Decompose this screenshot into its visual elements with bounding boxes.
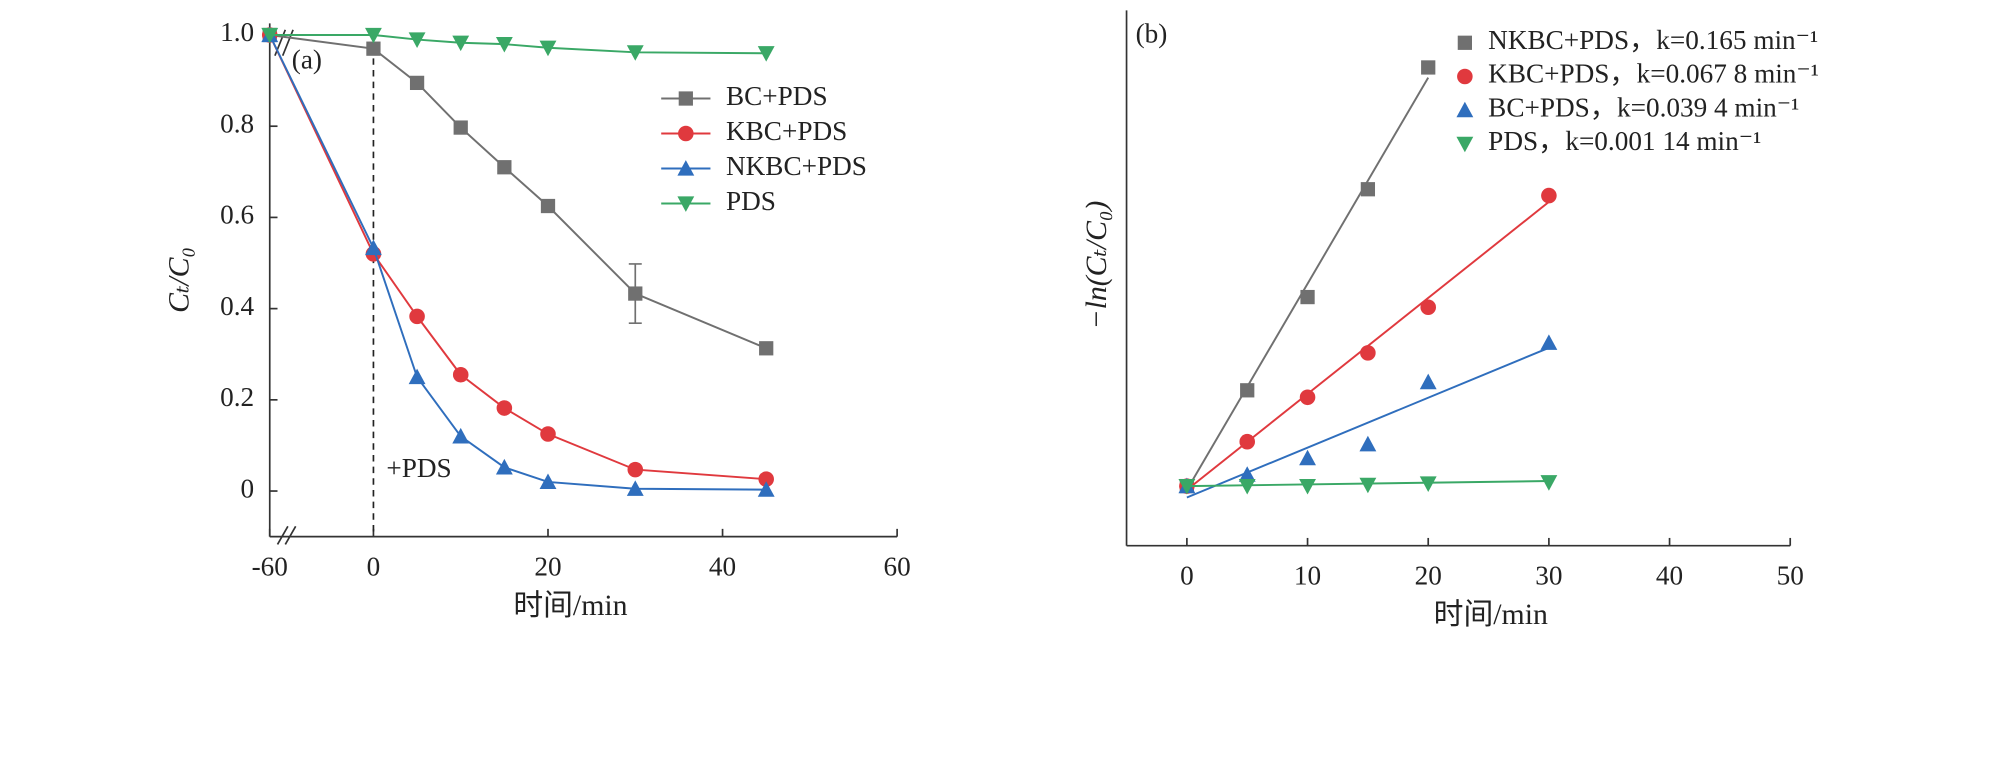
marker <box>408 368 426 385</box>
series-line <box>268 34 767 491</box>
x-axis-label: 时间/min <box>1434 598 1548 631</box>
marker <box>540 198 556 214</box>
x-tick-label: 40 <box>1656 560 1683 590</box>
marker <box>495 458 513 475</box>
marker <box>627 461 644 478</box>
marker <box>497 160 512 175</box>
x-tick-label: 10 <box>1294 560 1321 590</box>
y-tick-label: 0 <box>241 473 255 503</box>
axis-break <box>284 525 297 545</box>
marker <box>626 480 644 496</box>
legend-label: BC+PDS，k=0.039 4 min⁻¹ <box>1488 92 1799 122</box>
marker <box>628 286 643 301</box>
x-tick-label: 0 <box>1180 560 1194 590</box>
marker <box>1456 136 1474 153</box>
x-axis-label: 时间/min <box>513 589 627 622</box>
marker <box>678 125 694 142</box>
marker <box>1360 345 1376 361</box>
marker <box>1541 187 1557 204</box>
marker <box>452 366 469 383</box>
marker <box>539 473 557 490</box>
marker <box>1457 68 1473 85</box>
marker <box>757 46 775 62</box>
marker <box>1419 476 1437 492</box>
y-tick-label: 0.4 <box>220 291 254 321</box>
legend-label: KBC+PDS <box>726 116 847 146</box>
y-tick-label: 0.2 <box>220 382 254 412</box>
marker <box>1299 389 1316 406</box>
marker <box>1359 435 1377 452</box>
marker <box>1178 478 1196 495</box>
marker <box>409 75 425 91</box>
annotation: +PDS <box>386 453 451 483</box>
marker <box>1238 466 1256 482</box>
marker <box>677 160 695 176</box>
x-tick-label: 60 <box>884 551 911 581</box>
axis-break <box>276 525 289 545</box>
marker <box>409 308 425 325</box>
marker <box>1240 383 1255 398</box>
marker <box>1421 60 1436 75</box>
marker <box>496 400 513 416</box>
y-axis-label: Cₜ/C₀ <box>162 247 195 313</box>
marker <box>758 471 774 487</box>
marker <box>1540 334 1558 350</box>
marker <box>261 27 279 44</box>
x-tick-label: 50 <box>1777 560 1804 590</box>
marker <box>677 196 695 212</box>
marker <box>365 27 382 44</box>
series-line <box>269 34 767 350</box>
marker <box>1420 299 1436 315</box>
marker <box>678 91 693 106</box>
marker <box>1419 373 1437 390</box>
x-tick-label: 40 <box>709 551 736 581</box>
marker <box>452 427 470 444</box>
series-line <box>269 34 767 55</box>
legend-label: PDS，k=0.001 14 min⁻¹ <box>1488 126 1761 156</box>
marker <box>408 32 426 48</box>
marker <box>366 41 381 56</box>
x-tick-label: 0 <box>367 551 381 581</box>
marker <box>1359 477 1377 494</box>
y-tick-label: 0.8 <box>220 108 254 138</box>
marker <box>539 40 557 57</box>
fit-line <box>1186 77 1430 491</box>
marker <box>1540 475 1558 491</box>
marker <box>453 120 468 135</box>
marker <box>1238 478 1256 495</box>
marker <box>1457 35 1472 50</box>
marker <box>1299 449 1316 466</box>
marker <box>1300 289 1315 305</box>
y-tick-label: 1.0 <box>220 17 254 47</box>
series-line <box>268 34 767 481</box>
x-tick-label: -60 <box>252 551 288 581</box>
marker <box>540 426 556 442</box>
marker <box>1456 101 1474 118</box>
marker <box>1360 182 1376 197</box>
marker <box>757 481 775 497</box>
legend-label: NKBC+PDS <box>726 151 867 181</box>
legend-label: NKBC+PDS，k=0.165 min⁻¹ <box>1488 25 1818 55</box>
x-tick-label: 30 <box>1535 560 1562 590</box>
marker <box>495 36 513 53</box>
y-tick-label: 0.6 <box>220 200 254 230</box>
fit-line <box>1186 346 1550 499</box>
y-axis-label: −ln(Cₜ/C₀) <box>1080 201 1113 330</box>
legend-label: BC+PDS <box>726 81 828 111</box>
marker <box>452 35 470 52</box>
legend-label: KBC+PDS，k=0.067 8 min⁻¹ <box>1488 59 1819 89</box>
marker <box>626 45 644 61</box>
annotation: (b) <box>1136 19 1168 49</box>
annotation: (a) <box>292 44 322 74</box>
x-tick-label: 20 <box>534 551 561 581</box>
x-tick-label: 20 <box>1415 560 1442 590</box>
marker <box>365 239 382 256</box>
marker <box>1239 433 1255 450</box>
marker <box>759 341 774 356</box>
legend-label: PDS <box>726 186 776 216</box>
marker <box>1299 478 1316 495</box>
